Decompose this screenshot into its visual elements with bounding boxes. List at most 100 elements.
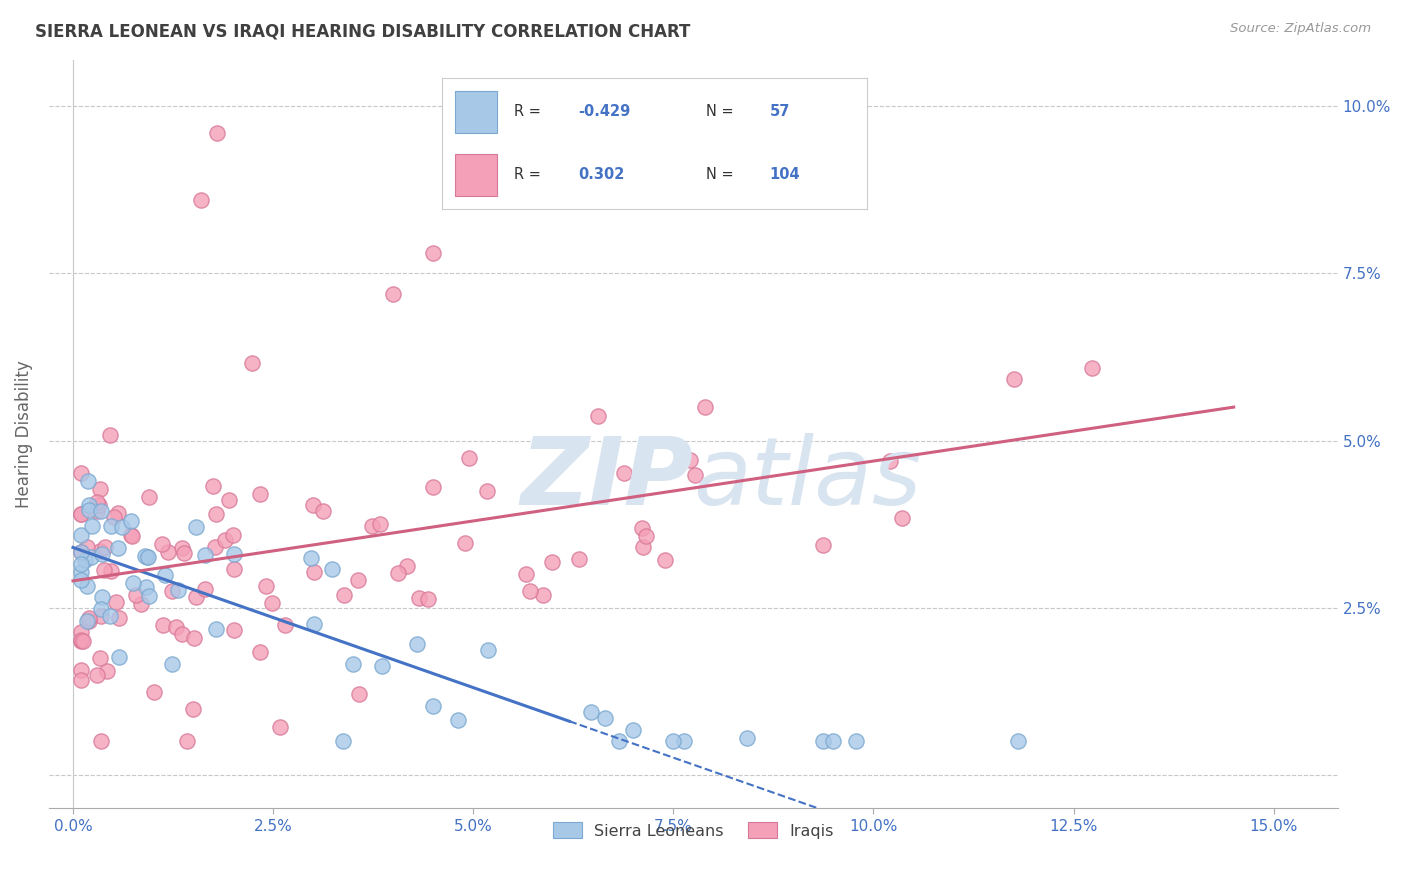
Point <box>347 687 370 701</box>
Point <box>77 498 100 512</box>
Point <box>107 611 129 625</box>
Point <box>136 549 159 564</box>
Point <box>249 645 271 659</box>
Point <box>249 487 271 501</box>
Point <box>76 579 98 593</box>
Point <box>80 550 103 565</box>
Point <box>77 611 100 625</box>
Point <box>70 558 93 572</box>
Point <box>332 588 354 602</box>
Point <box>312 503 335 517</box>
Point <box>181 702 204 716</box>
Point <box>73 553 96 567</box>
Point <box>1081 361 1104 376</box>
Point <box>91 547 114 561</box>
Point <box>70 574 93 588</box>
Point <box>631 540 654 554</box>
Point <box>96 664 118 678</box>
Point <box>274 618 297 632</box>
Point <box>477 643 499 657</box>
Point <box>634 529 657 543</box>
Point <box>531 588 554 602</box>
Point <box>205 126 228 140</box>
Point <box>422 699 444 714</box>
Point <box>184 590 207 604</box>
Point <box>70 508 93 522</box>
Y-axis label: Hearing Disability: Hearing Disability <box>15 360 32 508</box>
Point <box>90 609 112 624</box>
Point <box>737 731 759 746</box>
Point <box>76 615 98 629</box>
Point <box>361 519 384 533</box>
Point <box>70 545 93 559</box>
Point <box>107 506 129 520</box>
Point <box>160 657 183 672</box>
Point <box>70 565 93 579</box>
Text: Source: ZipAtlas.com: Source: ZipAtlas.com <box>1230 22 1371 36</box>
Point <box>519 583 541 598</box>
Point <box>205 622 228 636</box>
Point <box>121 575 143 590</box>
Point <box>87 499 110 513</box>
Point <box>90 734 112 748</box>
Point <box>346 573 368 587</box>
Point <box>76 540 98 554</box>
Point <box>579 705 602 719</box>
Point <box>222 527 245 541</box>
Point <box>70 673 93 687</box>
Point <box>218 493 240 508</box>
Point <box>395 559 418 574</box>
Point <box>104 594 127 608</box>
Point <box>269 720 291 734</box>
Point <box>1007 734 1029 748</box>
Point <box>111 519 134 533</box>
Point <box>82 518 104 533</box>
Point <box>86 504 108 518</box>
Point <box>70 625 93 640</box>
Point <box>679 452 702 467</box>
Point <box>194 549 217 563</box>
Point <box>823 734 845 748</box>
Point <box>890 510 912 524</box>
Point <box>131 597 153 611</box>
Point <box>302 565 325 579</box>
Text: SIERRA LEONEAN VS IRAQI HEARING DISABILITY CORRELATION CHART: SIERRA LEONEAN VS IRAQI HEARING DISABILI… <box>35 22 690 40</box>
Text: atlas: atlas <box>693 434 921 524</box>
Point <box>222 547 245 561</box>
Point <box>845 734 868 748</box>
Point <box>302 498 325 512</box>
Point <box>135 550 157 565</box>
Point <box>342 657 364 671</box>
Point <box>240 356 263 370</box>
Point <box>77 474 100 488</box>
Point <box>224 562 246 576</box>
Point <box>98 428 121 442</box>
Point <box>167 582 190 597</box>
Point <box>72 633 94 648</box>
Point <box>654 553 676 567</box>
Point <box>100 519 122 533</box>
Point <box>302 616 325 631</box>
Point <box>408 591 430 605</box>
Point <box>609 734 631 748</box>
Point <box>89 483 111 497</box>
Point <box>368 516 391 531</box>
Point <box>447 713 470 727</box>
Point <box>201 479 224 493</box>
Point <box>299 550 322 565</box>
Legend: Sierra Leoneans, Iraqis: Sierra Leoneans, Iraqis <box>547 815 841 845</box>
Point <box>621 723 644 737</box>
Point <box>70 528 93 542</box>
Point <box>121 529 143 543</box>
Point <box>135 580 157 594</box>
Point <box>150 537 173 551</box>
Point <box>142 685 165 699</box>
Point <box>183 631 205 645</box>
Point <box>673 734 696 748</box>
Point <box>811 734 834 748</box>
Point <box>321 562 343 576</box>
Point <box>190 193 212 207</box>
Point <box>70 634 93 648</box>
Point <box>568 552 591 566</box>
Point <box>155 568 177 582</box>
